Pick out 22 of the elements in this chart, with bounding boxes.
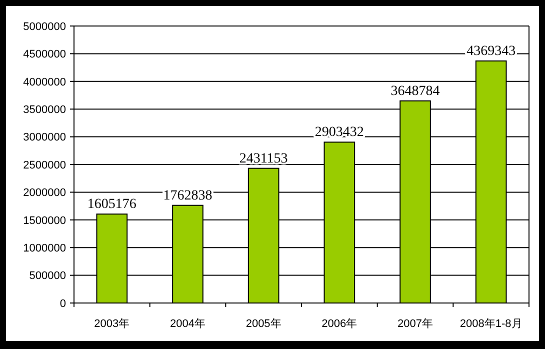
y-tick-label: 3000000 — [23, 132, 66, 144]
data-label: 3648784 — [390, 84, 440, 99]
y-tick-label: 2000000 — [23, 187, 66, 200]
data-label: 2903432 — [314, 125, 364, 140]
y-tick-label: 5000000 — [23, 20, 66, 33]
y-tick-label: 1500000 — [23, 214, 66, 227]
y-tick-label: 4000000 — [23, 76, 66, 88]
x-tick-label: 2003年 — [94, 318, 130, 330]
y-tick-label: 1000000 — [23, 242, 66, 254]
y-tick-label: 0 — [60, 298, 66, 310]
x-tick-label: 2008年1-8月 — [460, 318, 522, 330]
x-tick-label: 2004年 — [170, 318, 206, 330]
y-tick-label: 500000 — [29, 270, 66, 282]
x-tick-label: 2007年 — [398, 318, 433, 330]
data-label: 1605176 — [87, 197, 136, 212]
data-label: 2431153 — [239, 151, 288, 166]
y-tick-label: 3500000 — [23, 104, 66, 116]
y-tick-label: 4500000 — [23, 48, 66, 61]
data-label: 1762838 — [163, 188, 212, 204]
x-tick-label: 2005年 — [246, 318, 282, 330]
y-tick-label: 2500000 — [23, 159, 66, 172]
x-tick-label: 2006年 — [322, 318, 358, 330]
